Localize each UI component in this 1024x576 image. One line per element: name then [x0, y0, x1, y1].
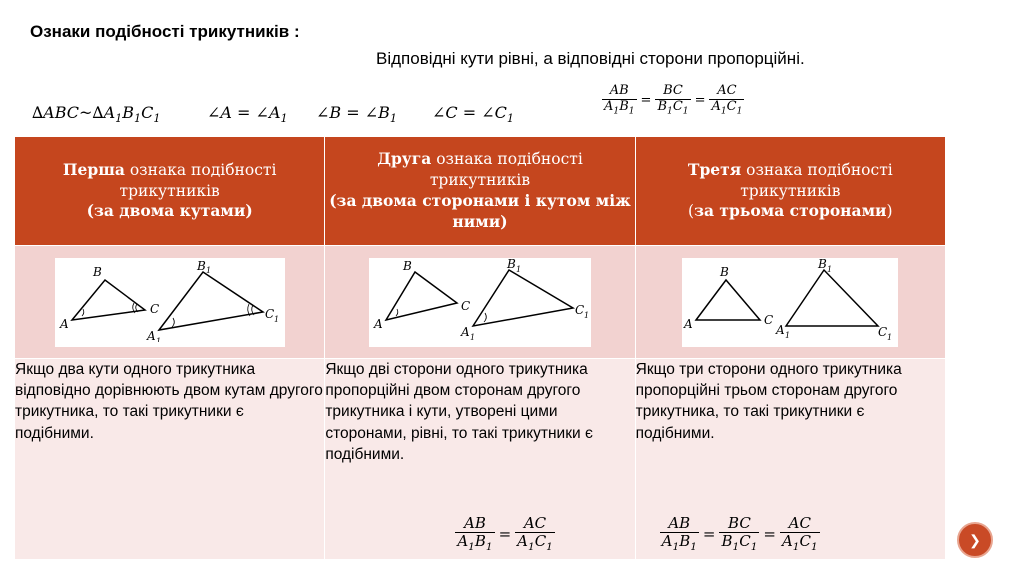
svg-text:B: B — [817, 258, 827, 271]
criterion-text-second: Якщо дві сторони одного трикутника пропо… — [324, 358, 636, 560]
slide-title: Ознаки подібності трикутників : — [30, 22, 300, 41]
criterion-description: Якщо три сторони одного трикутника пропо… — [635, 361, 902, 442]
criterion-description: Якщо два кути одного трикутника відповід… — [15, 361, 323, 442]
svg-text:A: A — [775, 323, 785, 337]
criterion-text-third: Якщо три сторони одного трикутника пропо… — [634, 358, 947, 560]
svg-text:C: C — [575, 303, 584, 317]
svg-text:C: C — [265, 307, 274, 321]
slide-subtitle: Відповідні кути рівні, а відповідні стор… — [376, 49, 805, 68]
svg-text:A: A — [373, 317, 383, 331]
svg-text:1: 1 — [274, 315, 279, 324]
svg-text:1: 1 — [206, 266, 211, 275]
angle-c-formula: ∠C = ∠C1 — [432, 103, 514, 126]
svg-text:A: A — [683, 317, 693, 331]
three-side-ratio-formula: AB A1B1 = BC B1C1 = AC A1C1 — [659, 513, 820, 553]
svg-text:B: B — [402, 259, 412, 273]
two-side-ratio-formula: AB A1B1 = AC A1C1 — [455, 513, 555, 553]
criterion-text-first: Якщо два кути одного трикутника відповід… — [13, 358, 326, 560]
next-slide-icon: ❯ — [969, 532, 981, 548]
svg-text:C: C — [878, 325, 887, 339]
svg-text:C: C — [764, 313, 773, 327]
svg-text:B: B — [92, 265, 102, 279]
angle-a-formula: ∠A = ∠A1 — [207, 103, 288, 126]
criterion-description: Якщо дві сторони одного трикутника пропо… — [325, 361, 593, 463]
column-header-second: Друга ознака подібності трикутників (за … — [324, 136, 636, 246]
side-ratio-formula: AB A1B1 = BC B1C1 = AC A1C1 — [602, 83, 745, 117]
svg-text:1: 1 — [827, 265, 832, 274]
svg-text:1: 1 — [516, 265, 521, 274]
angle-b-formula: ∠B = ∠B1 — [316, 103, 398, 126]
svg-text:C: C — [150, 302, 159, 316]
svg-text:B: B — [506, 258, 516, 271]
svg-text:B: B — [196, 259, 206, 273]
svg-text:1: 1 — [785, 331, 790, 340]
svg-text:A: A — [460, 325, 470, 339]
svg-text:B: B — [719, 265, 729, 279]
svg-text:A: A — [59, 317, 69, 331]
next-slide-button[interactable]: ❯ — [957, 522, 993, 558]
column-header-first: Перша ознака подібності трикутників (за … — [13, 136, 326, 246]
svg-text:A: A — [146, 329, 156, 342]
column-header-third: Третя ознака подібності трикутників (за … — [634, 136, 947, 246]
svg-text:C: C — [461, 299, 470, 313]
similarity-criteria-table: Перша ознака подібності трикутників (за … — [13, 136, 947, 560]
svg-text:1: 1 — [156, 337, 161, 342]
svg-text:1: 1 — [584, 311, 589, 320]
similarity-formula: ∆ABC~∆A1B1C1 — [32, 103, 161, 126]
svg-text:1: 1 — [887, 333, 892, 342]
svg-text:1: 1 — [470, 333, 475, 342]
